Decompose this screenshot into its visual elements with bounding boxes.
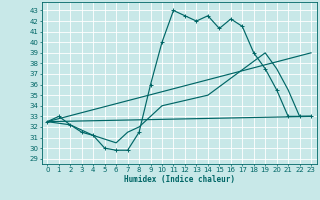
X-axis label: Humidex (Indice chaleur): Humidex (Indice chaleur) <box>124 175 235 184</box>
